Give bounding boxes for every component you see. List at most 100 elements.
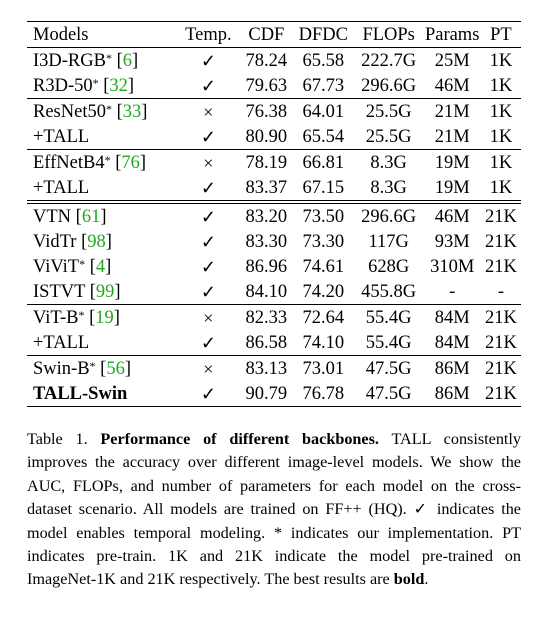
citation-link[interactable]: 76 [121,152,140,173]
flops-cell: 222.7G [361,50,417,71]
model-cell: ResNet50* [33] [27,98,177,124]
citation-link[interactable]: 56 [106,358,125,379]
citation-link[interactable]: 61 [81,206,101,227]
temporal-mark: ✓ [176,381,240,407]
model-cell: VTN [61] [27,200,177,229]
model-cell: Swin-B* [56] [27,355,177,381]
flops-cell: 296.6G [361,75,417,96]
params-cell: 46M [434,75,470,96]
table-row: +TALL ✓ 80.90 65.54 25.5G 21M 1K [27,124,521,150]
params-cell: 19M [423,149,481,175]
citation-link[interactable]: 99 [95,281,115,302]
flops-cell: 25.5G [365,126,412,147]
citation-link[interactable]: 32 [109,75,128,96]
citation-link[interactable]: 19 [95,307,114,328]
caption-end: . [424,570,429,589]
citation-link[interactable]: 98 [87,231,106,252]
pretrain-cell: 1K [480,98,521,124]
pretrain-cell: 1K [489,75,513,96]
temporal-mark: ✓ [200,281,216,302]
model-name: EffNetB4 [33,152,105,173]
temporal-mark: ✓ [200,256,216,277]
header-temp: Temp. [176,21,240,48]
table-body: I3D-RGB* [6] ✓ 78.24 65.58 222.7G 25M 1K R3D-50… [27,48,521,407]
temporal-mark: × [176,98,240,124]
flops-cell: 25.5G [353,98,424,124]
dfdc-auc-cell: 74.61 [302,256,345,277]
dfdc-auc-cell: 64.01 [292,98,354,124]
model-cell: R3D-50* [32] [33,75,135,96]
temporal-mark: ✓ [200,126,216,147]
model-cell: ISTVT [99] [33,281,121,302]
flops-cell: 628G [368,256,410,277]
temporal-mark: ✓ [200,231,216,252]
model-name: I3D-RGB [33,50,106,71]
cdf-auc-cell: 82.33 [240,304,293,330]
cdf-auc-cell: 83.13 [240,355,293,381]
dfdc-auc-cell: 74.10 [302,332,345,353]
pretrain-cell: 1K [489,177,513,198]
pretrain-cell: - [497,281,505,302]
model-cell: EffNetB4* [76] [27,149,177,175]
backbone-comparison-table: Models Temp. CDF DFDC FLOPs Params PT I3… [27,21,521,407]
dfdc-auc-cell: 67.15 [302,177,345,198]
flops-cell: 55.4G [353,304,424,330]
cdf-auc-cell: 83.20 [240,200,293,229]
pretrain-cell: 1K [480,149,521,175]
temporal-mark: ✓ [200,75,216,96]
header-params: Params [423,21,481,48]
flops-cell: 455.8G [361,281,417,302]
temporal-mark: ✓ [200,177,216,198]
cdf-auc-cell: 83.30 [245,231,288,252]
flops-cell: 8.3G [370,177,407,198]
temporal-mark: × [176,149,240,175]
pretrain-cell: 1K [489,50,513,71]
implementation-star: * [78,307,85,322]
header-dfdc: DFDC [292,21,354,48]
model-cell: VidTr [98] [33,231,112,252]
params-cell: 46M [423,200,481,229]
table-caption: Table 1. Performance of different backbo… [27,428,521,592]
params-cell: 19M [434,177,470,198]
dfdc-auc-cell: 65.58 [302,50,345,71]
pretrain-cell: 21K [485,256,517,277]
flops-cell: 296.6G [353,200,424,229]
temporal-mark: ✓ [200,332,216,353]
pretrain-cell: 21K [480,200,521,229]
table-row: EffNetB4* [76] × 78.19 66.81 8.3G 19M 1K [27,149,521,175]
caption-title: Performance of different backbones. [100,430,379,448]
model-name: TALL-Swin [33,383,128,404]
temporal-mark: ✓ [200,50,216,71]
params-cell: 21M [434,126,470,147]
temporal-mark: × [176,304,240,330]
citation-link[interactable]: 6 [122,50,133,71]
params-cell: 21M [423,98,481,124]
cdf-auc-cell: 83.37 [245,177,288,198]
table-row: +TALL ✓ 86.58 74.10 55.4G 84M 21K [27,330,521,356]
citation-link[interactable]: 33 [122,101,142,122]
cdf-auc-cell: 86.96 [245,256,288,277]
dfdc-auc-cell: 74.20 [302,281,345,302]
cdf-auc-cell: 86.58 [245,332,288,353]
model-name: R3D-50 [33,75,93,96]
table-row: R3D-50* [32] ✓ 79.63 67.73 296.6G 46M 1K [27,73,521,99]
dfdc-auc-cell: 72.64 [292,304,354,330]
model-cell: +TALL [27,175,177,202]
model-cell: ViT-B* [19] [27,304,177,330]
citation-link[interactable]: 4 [95,256,106,277]
table-row: +TALL ✓ 83.37 67.15 8.3G 19M 1K [27,175,521,202]
table-row: VidTr [98] ✓ 83.30 73.30 117G 93M 21K [27,229,521,254]
temporal-mark: ✓ [176,200,240,229]
header-cdf: CDF [240,21,293,48]
cdf-auc-cell: 78.19 [240,149,293,175]
pretrain-cell: 21K [480,381,521,407]
caption-prefix: Table 1. [27,430,101,448]
model-name: +TALL [33,177,90,198]
table-row: ResNet50* [33] × 76.38 64.01 25.5G 21M 1K [27,98,521,124]
params-cell: 25M [434,50,470,71]
header-pt: PT [480,21,521,48]
model-cell: +TALL [27,330,177,356]
flops-cell: 117G [368,231,409,252]
table-row: VTN [61] ✓ 83.20 73.50 296.6G 46M 21K [27,200,521,229]
caption-bold-word: bold [393,570,425,589]
